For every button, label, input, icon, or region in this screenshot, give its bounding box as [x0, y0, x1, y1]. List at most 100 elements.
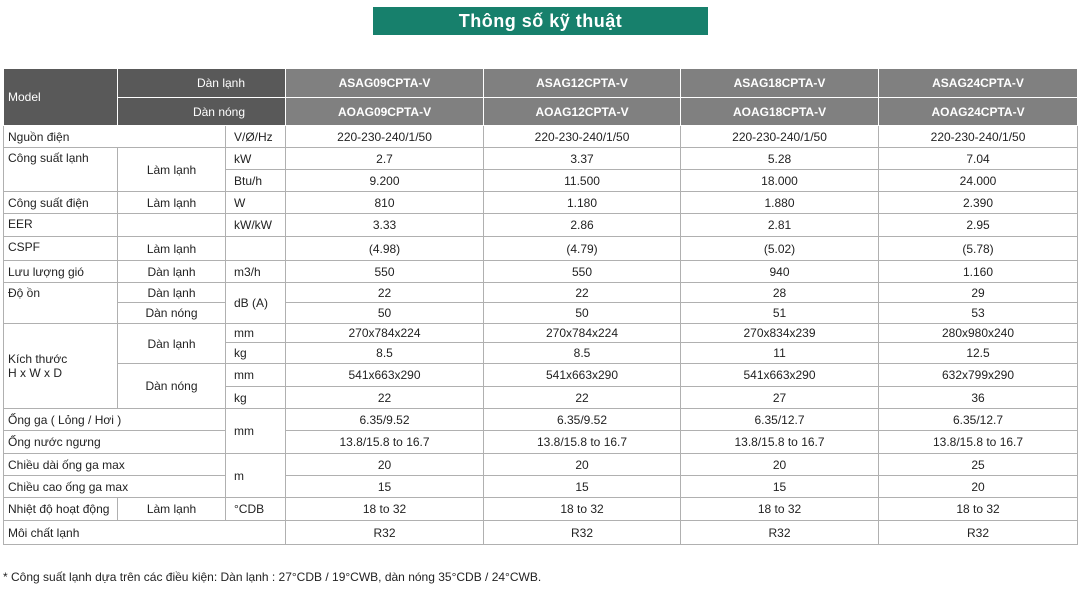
value-cell: 27 — [680, 386, 880, 409]
model-cell: AOAG24CPTA-V — [878, 97, 1079, 126]
unit-cell: mm — [224, 408, 287, 454]
value-cell: 220-230-240/1/50 — [285, 125, 485, 148]
unit-cell: kg — [224, 386, 287, 409]
value-cell: R32 — [878, 520, 1079, 545]
value-cell: 22 — [285, 386, 485, 409]
value-cell: 6.35/12.7 — [680, 408, 880, 431]
value-cell: 36 — [878, 386, 1079, 409]
value-cell: 1.880 — [680, 191, 880, 214]
table-row: EER kW/kW 3.33 2.86 2.81 2.95 — [3, 213, 1079, 237]
value-cell: 18 to 32 — [680, 497, 880, 521]
sub-label: Làm lạnh — [117, 497, 226, 521]
value-cell: 15 — [483, 475, 682, 498]
value-cell: 18 to 32 — [878, 497, 1079, 521]
sub-label: Dàn nóng — [117, 363, 226, 409]
table-row: Chiều cao ống ga max 15 15 15 20 — [3, 475, 1079, 498]
value-cell: 53 — [878, 302, 1079, 324]
sub-label: Dàn lạnh — [117, 260, 226, 283]
value-cell: R32 — [285, 520, 485, 545]
value-cell: 50 — [285, 302, 485, 324]
row-label: Chiều cao ống ga max — [3, 475, 226, 498]
value-cell: 2.95 — [878, 213, 1079, 237]
value-cell: 2.7 — [285, 147, 485, 170]
value-cell: 632x799x290 — [878, 363, 1079, 387]
value-cell: (4.98) — [285, 236, 485, 261]
table-row: Môi chất lạnh R32 R32 R32 R32 — [2, 520, 1079, 545]
table-row: Nhiệt độ hoạt động Làm lạnh °CDB 18 to 32 18… — [3, 497, 1079, 521]
table-row: Ống ga ( Lỏng / Hơi ) mm 6.35/9.52 6.35/9.5… — [3, 408, 1079, 454]
value-cell: 50 — [483, 302, 682, 324]
value-cell: 7.04 — [878, 147, 1079, 170]
value-cell: 28 — [680, 282, 880, 303]
value-cell: 18 to 32 — [285, 497, 485, 521]
value-cell: (5.78) — [878, 236, 1079, 261]
value-cell: 9.200 — [285, 169, 485, 192]
value-cell: 22 — [483, 282, 682, 303]
value-cell: 20 — [878, 475, 1079, 498]
row-label: CSPF — [3, 236, 118, 261]
value-cell: 6.35/9.52 — [483, 408, 682, 431]
table-row: Độ ồn Dàn lạnh dB (A) 22 22 28 29 — [3, 282, 1079, 324]
empty-cell — [117, 213, 226, 237]
row-label: Nguồn điện — [3, 125, 226, 148]
unit-cell: kg — [224, 342, 287, 364]
model-cell: AOAG09CPTA-V — [285, 97, 485, 126]
table-row: Ống nước ngưng 13.8/15.8 to 16.7 13.8/15.8… — [3, 430, 1079, 454]
value-cell: 24.000 — [878, 169, 1079, 192]
row-label: Môi chất lạnh — [2, 520, 287, 545]
value-cell: 29 — [878, 282, 1079, 303]
table-row: Dàn nóng 50 50 51 53 — [4, 302, 1079, 324]
value-cell: 220-230-240/1/50 — [483, 125, 682, 148]
row-label: Ống ga ( Lỏng / Hơi ) — [3, 408, 226, 431]
unit-cell: °CDB — [224, 497, 287, 521]
value-cell: 3.33 — [285, 213, 485, 237]
row-label: Lưu lượng gió — [3, 260, 118, 283]
value-cell: 13.8/15.8 to 16.7 — [878, 430, 1079, 454]
table-row: Nguồn điện V/Ø/Hz 220-230-240/1/50 220-230-… — [3, 125, 1079, 148]
unit-cell: m — [224, 453, 287, 498]
spec-table: Model Dàn lạnh ASAG09CPTA-V ASAG12CPTA-V… — [2, 68, 1079, 545]
value-cell: (5.02) — [680, 236, 880, 261]
value-cell: 1.160 — [878, 260, 1079, 283]
row-label: EER — [3, 213, 118, 237]
value-cell: 20 — [483, 453, 682, 476]
header-row: Model Dàn lạnh ASAG09CPTA-V ASAG12CPTA-V… — [3, 68, 1079, 126]
row-label: Độ ồn — [3, 282, 118, 324]
row-label: Công suất điện — [3, 191, 118, 214]
unit-cell: mm — [224, 323, 287, 343]
header-row: Dàn nóng AOAG09CPTA-V AOAG12CPTA-V AOAG1… — [4, 97, 1079, 126]
value-cell: R32 — [483, 520, 682, 545]
value-cell: 2.390 — [878, 191, 1079, 214]
table-row: Dàn nóng mm 541x663x290 541x663x290 541x663x… — [4, 363, 1079, 409]
value-cell: 6.35/9.52 — [285, 408, 485, 431]
header-cell: Dàn lạnh — [116, 68, 287, 98]
value-cell: 940 — [680, 260, 880, 283]
value-cell: 18.000 — [680, 169, 880, 192]
model-cell: ASAG18CPTA-V — [680, 68, 880, 98]
value-cell: 280x980x240 — [878, 323, 1079, 343]
sub-label: Dàn lạnh — [117, 282, 226, 303]
table-row: Lưu lượng gió Dàn lạnh m3/h 550 550 940 1.160 — [3, 260, 1079, 283]
value-cell: 22 — [483, 386, 682, 409]
model-cell: AOAG18CPTA-V — [680, 97, 880, 126]
unit-cell: Btu/h — [224, 169, 287, 192]
header-cell: Model — [3, 68, 118, 126]
row-label: Kích thước H x W x D — [3, 323, 118, 409]
table-row: CSPF Làm lạnh (4.98) (4.79) (5.02) (5.78) — [3, 236, 1079, 261]
row-label: Nhiệt độ hoạt động — [3, 497, 118, 521]
model-cell: ASAG12CPTA-V — [483, 68, 682, 98]
value-cell: 13.8/15.8 to 16.7 — [680, 430, 880, 454]
footnote: * Công suất lạnh dựa trên các điều kiện:… — [3, 570, 542, 584]
value-cell: 8.5 — [483, 342, 682, 364]
value-cell: 2.81 — [680, 213, 880, 237]
value-cell: 220-230-240/1/50 — [878, 125, 1079, 148]
value-cell: 3.37 — [483, 147, 682, 170]
value-cell: 541x663x290 — [285, 363, 485, 387]
row-label: Công suất lạnh — [3, 147, 118, 192]
value-cell: 15 — [680, 475, 880, 498]
value-cell: 12.5 — [878, 342, 1079, 364]
value-cell: 270x834x239 — [680, 323, 880, 343]
value-cell: 18 to 32 — [483, 497, 682, 521]
value-cell: 550 — [285, 260, 485, 283]
